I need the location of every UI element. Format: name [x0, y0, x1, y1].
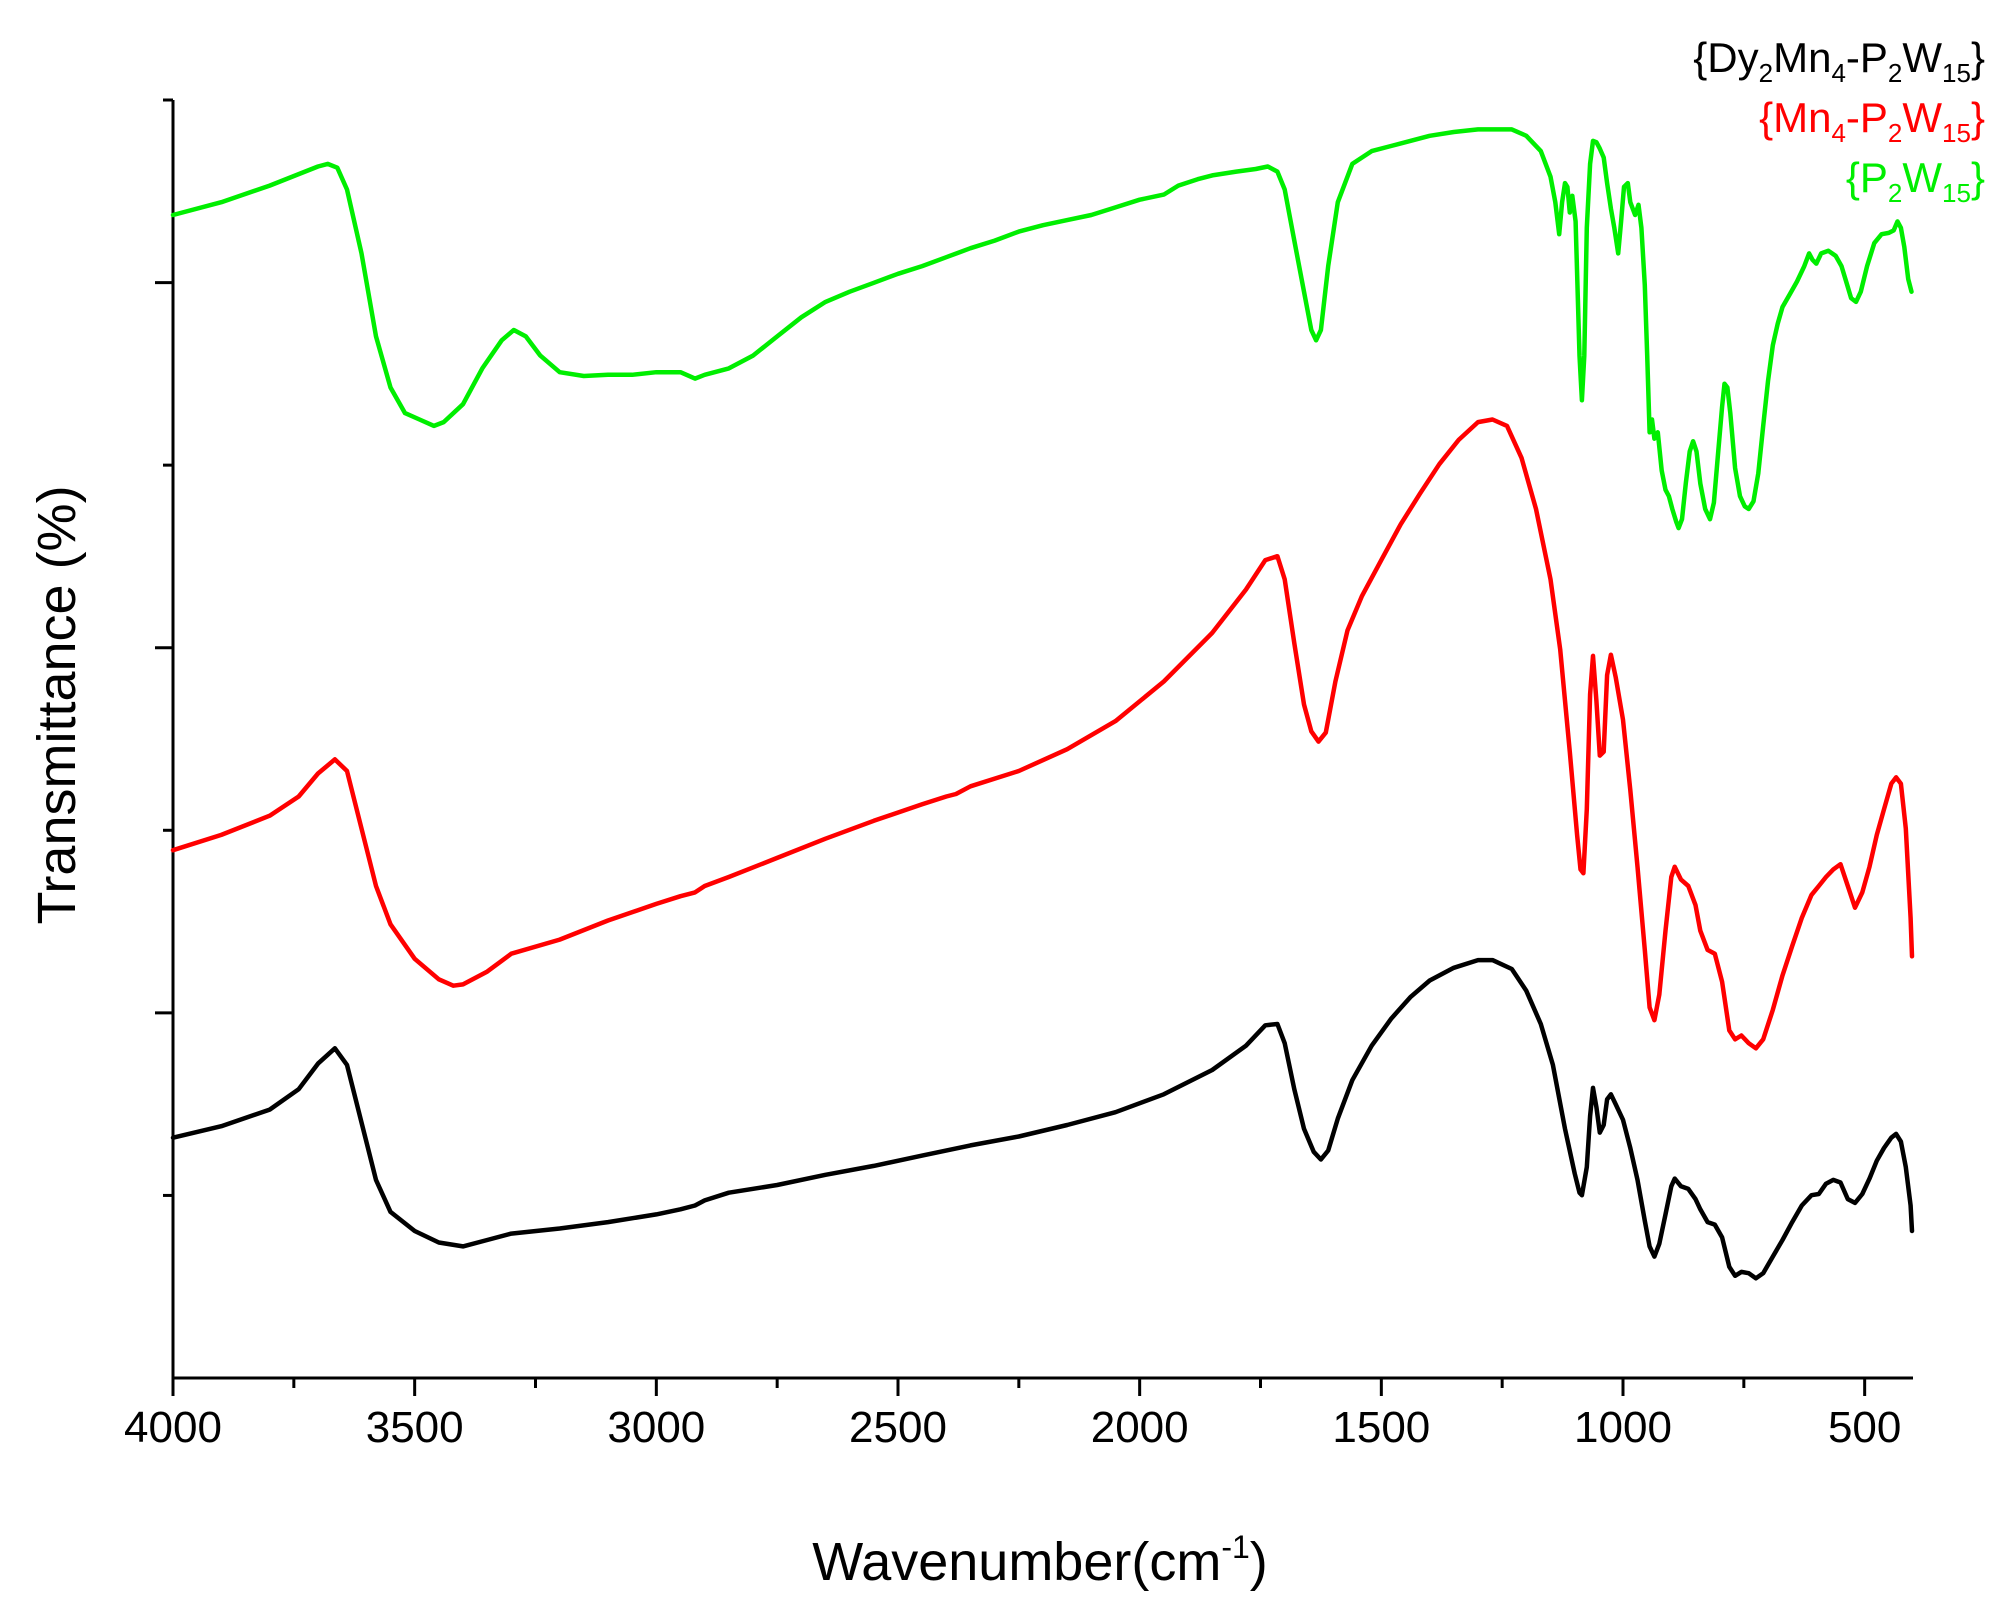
x-tick-label: 500: [1828, 1403, 1901, 1452]
legend-entry-0: {Dy2Mn4-P2W15}: [1693, 34, 1985, 88]
series-line-1: [170, 417, 1915, 1051]
x-tick-label: 2500: [849, 1403, 947, 1452]
x-tick-label: 4000: [124, 1403, 222, 1452]
series-line-2: [170, 127, 1914, 531]
x-axis-title: Wavenumber(cm-1): [812, 1529, 1268, 1592]
y-axis-title: Transmittance (%): [27, 485, 87, 924]
x-tick-label: 1500: [1332, 1403, 1430, 1452]
x-axis-ticks: [171, 1378, 1867, 1396]
x-tick-label: 2000: [1091, 1403, 1189, 1452]
legend-entry-2: {P2W15}: [1846, 154, 1985, 208]
series-group: [170, 127, 1915, 1281]
x-axis-title-superscript: -1: [1221, 1529, 1249, 1565]
series-line-0: [170, 957, 1915, 1281]
x-axis-tick-labels: 4000 3500 3000 2500 2000 1500 1000 500: [124, 1403, 1901, 1452]
x-tick-label: 1000: [1574, 1403, 1672, 1452]
legend-entry-1: {Mn4-P2W15}: [1759, 94, 1985, 148]
axes: [171, 100, 1913, 1380]
x-tick-label: 3500: [366, 1403, 464, 1452]
x-tick-label: 3000: [607, 1403, 705, 1452]
legend: {Dy2Mn4-P2W15} {Mn4-P2W15} {P2W15}: [1693, 34, 1985, 208]
y-axis-ticks: [155, 98, 173, 1197]
